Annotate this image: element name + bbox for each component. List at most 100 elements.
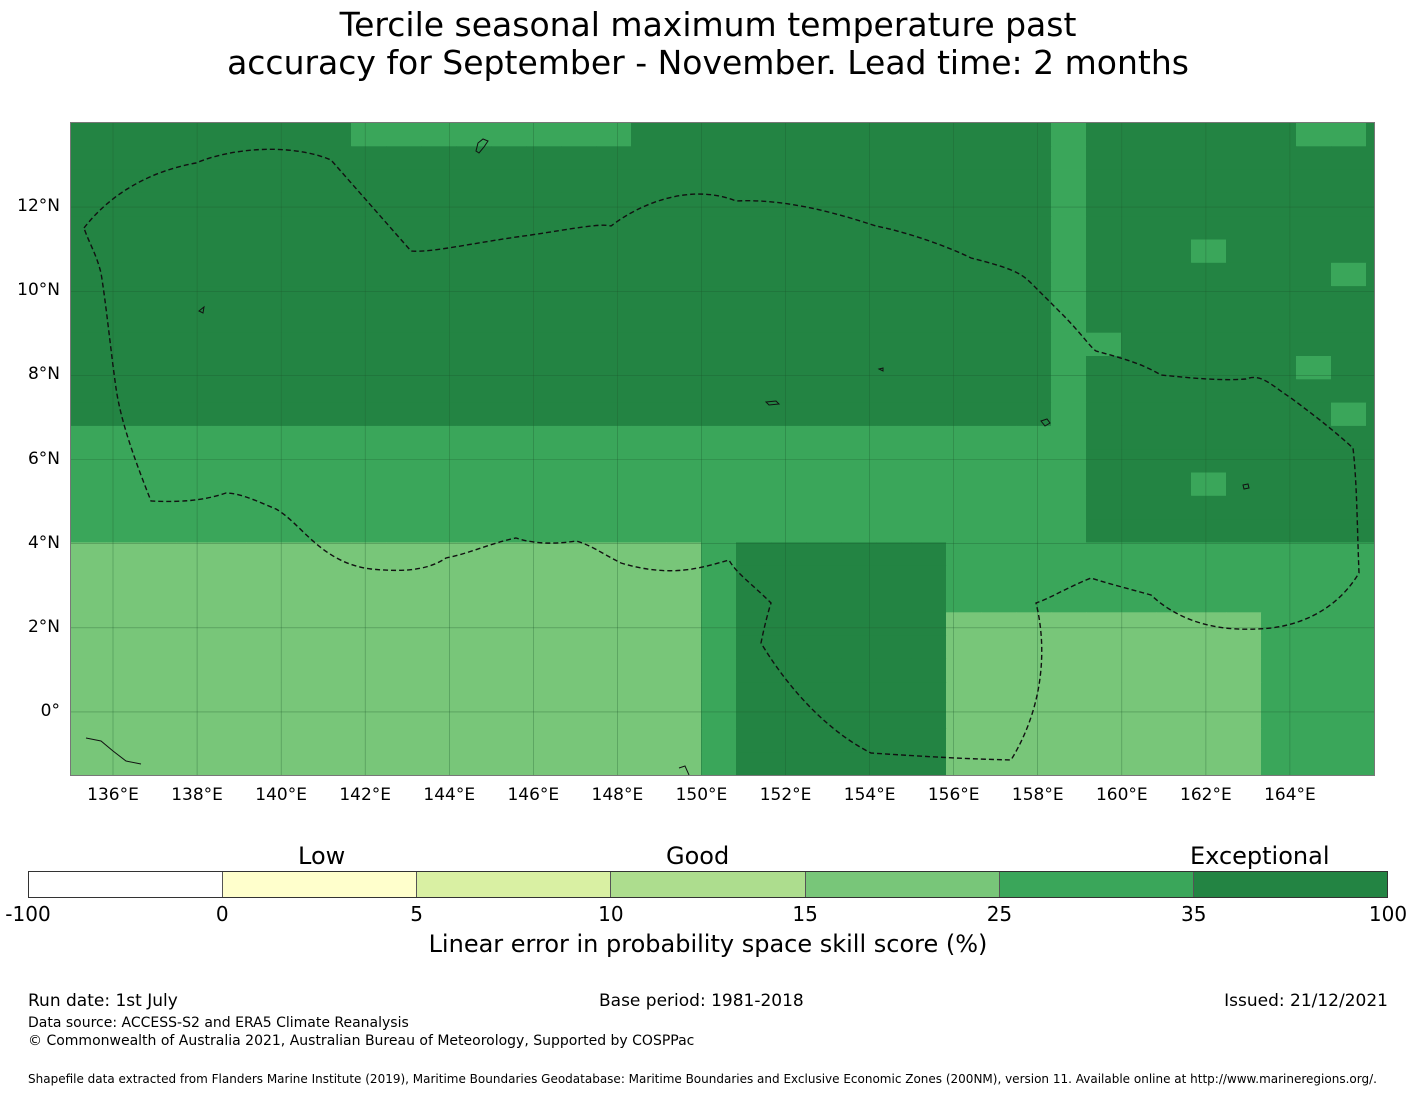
skill-cell [841, 309, 877, 334]
skill-cell [771, 658, 807, 683]
skill-cell [911, 658, 947, 683]
skill-cell [71, 565, 107, 590]
skill-cell [456, 542, 492, 567]
skill-cell [631, 495, 667, 520]
skill-cell [1226, 658, 1262, 683]
skill-cell [1016, 682, 1052, 707]
skill-cell [421, 216, 457, 241]
skill-cell [771, 286, 807, 310]
skill-cell [421, 379, 457, 404]
skill-cell [316, 705, 352, 730]
skill-cell [316, 519, 352, 543]
skill-cell [106, 239, 142, 264]
skill-cell [1121, 519, 1157, 543]
skill-cell [1121, 612, 1157, 637]
skill-cell [491, 216, 527, 241]
skill-cell [526, 519, 562, 543]
skill-cell [561, 519, 597, 543]
skill-cell [491, 542, 527, 567]
skill-cell [771, 379, 807, 404]
skill-cell [1051, 635, 1087, 660]
skill-cell [316, 752, 352, 775]
skill-cell [841, 612, 877, 637]
skill-cell [701, 192, 737, 217]
skill-cell [281, 682, 317, 707]
skill-cell [491, 612, 527, 637]
skill-cell [491, 425, 527, 450]
skill-cell [1156, 495, 1192, 520]
skill-cell [1086, 216, 1122, 241]
skill-cell [1121, 402, 1157, 427]
skill-cell [701, 286, 737, 310]
skill-cell [1016, 332, 1052, 357]
skill-cell [71, 239, 107, 264]
skill-cell [176, 239, 212, 264]
skill-cell [701, 402, 737, 427]
island-chuuk [1040, 418, 1051, 427]
skill-cell [946, 356, 982, 380]
skill-cell [981, 519, 1017, 543]
skill-cell [981, 612, 1017, 637]
skill-cell [1226, 402, 1262, 427]
skill-cell [526, 589, 562, 613]
skill-cell [631, 565, 667, 590]
skill-cell [71, 542, 107, 567]
skill-cell [316, 495, 352, 520]
skill-cell [1261, 635, 1297, 660]
skill-cell [1051, 286, 1087, 310]
skill-cell [841, 682, 877, 707]
skill-cell [1261, 239, 1297, 264]
skill-cell [1086, 728, 1122, 753]
skill-cell [211, 495, 247, 520]
skill-cell [491, 286, 527, 310]
skill-cell [316, 169, 352, 194]
skill-cell [456, 658, 492, 683]
skill-cell [1086, 612, 1122, 637]
skill-cell [946, 425, 982, 450]
skill-cell [281, 589, 317, 613]
skill-cell [561, 425, 597, 450]
skill-cell [701, 239, 737, 264]
skill-cell [1261, 309, 1297, 334]
skill-cell [456, 356, 492, 380]
skill-cell [876, 682, 912, 707]
colorbar-category-good: Good [666, 842, 730, 870]
skill-cell [911, 379, 947, 404]
skill-cell [806, 658, 842, 683]
skill-cell [1156, 519, 1192, 543]
skill-cell [141, 146, 177, 171]
skill-cell [71, 449, 107, 474]
skill-cell [1156, 356, 1192, 380]
skill-cell [456, 286, 492, 310]
skill-cell [386, 169, 422, 194]
skill-cell [666, 519, 702, 543]
skill-cell [71, 332, 107, 357]
skill-cell [876, 519, 912, 543]
skill-cell [386, 379, 422, 404]
skill-cell [1226, 146, 1262, 171]
skill-cell [1016, 519, 1052, 543]
skill-cell [1331, 123, 1367, 147]
skill-cell [1366, 519, 1374, 543]
skill-cell [526, 286, 562, 310]
skill-cell [246, 239, 282, 264]
latitude-tick-label: 2°N [27, 616, 60, 637]
skill-cell [141, 519, 177, 543]
skill-cell [561, 449, 597, 474]
skill-cell [421, 286, 457, 310]
skill-cell [631, 332, 667, 357]
skill-cell [176, 565, 212, 590]
skill-cell [421, 356, 457, 380]
skill-cell [106, 332, 142, 357]
skill-cell [1261, 356, 1297, 380]
skill-cell [666, 356, 702, 380]
skill-cell [1261, 705, 1297, 730]
skill-cell [246, 192, 282, 217]
skill-cell [71, 379, 107, 404]
skill-cell [1226, 332, 1262, 357]
skill-cell [1331, 752, 1367, 775]
skill-cell [771, 402, 807, 427]
skill-cell [1016, 542, 1052, 567]
skill-cell [71, 262, 107, 287]
skill-cell [1086, 542, 1122, 567]
